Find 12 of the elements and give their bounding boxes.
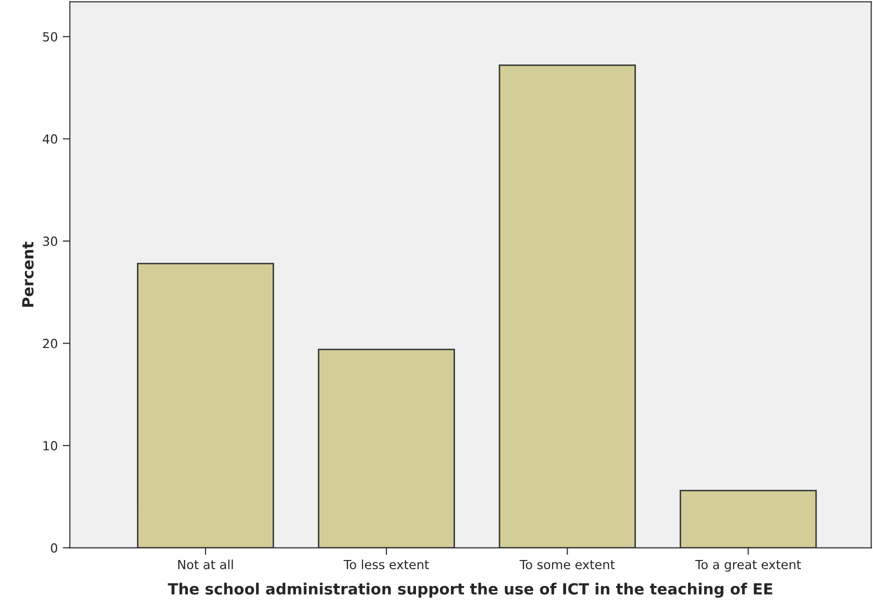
x-axis-title: The school administration support the use of ICT in the teaching of EE [168, 582, 772, 598]
x-tick-label: To some extent [520, 560, 615, 570]
y-axis-title: Percent [22, 242, 34, 307]
y-tick-label: 30 [43, 236, 58, 246]
y-tick-label: 20 [43, 338, 58, 348]
x-tick-label: To less extent [344, 560, 429, 570]
y-tick-label: 10 [44, 441, 58, 450]
x-tick-label: Not at all [178, 560, 233, 570]
y-tick-label: 40 [42, 134, 58, 144]
y-tick-label: 50 [43, 32, 58, 42]
y-tick-label: 0 [50, 543, 58, 553]
x-tick-label: To a great extent [695, 560, 801, 572]
